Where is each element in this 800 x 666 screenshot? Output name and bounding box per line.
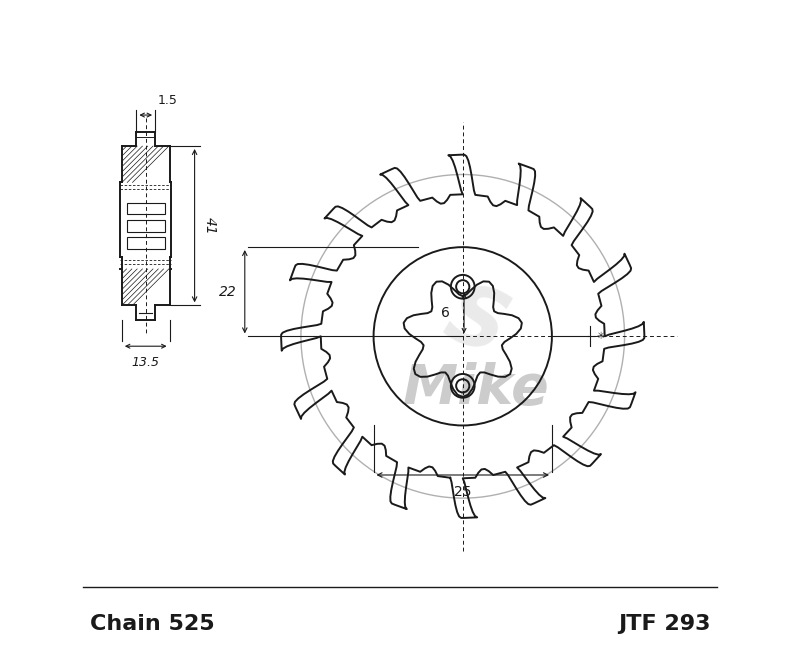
Text: 22: 22 [219,285,237,299]
Bar [126,237,165,249]
Text: Mike: Mike [402,362,550,416]
Text: 41: 41 [202,217,217,234]
Bar [126,220,165,232]
Text: 13.5: 13.5 [132,356,160,369]
Text: Chain 525: Chain 525 [90,613,214,633]
Text: ✳: ✳ [597,331,605,341]
Text: 6: 6 [441,306,450,320]
Text: JTF 293: JTF 293 [618,613,710,633]
Text: 1.5: 1.5 [158,94,178,107]
Text: 25: 25 [454,485,471,499]
Bar [126,202,165,214]
Text: S: S [434,275,518,372]
